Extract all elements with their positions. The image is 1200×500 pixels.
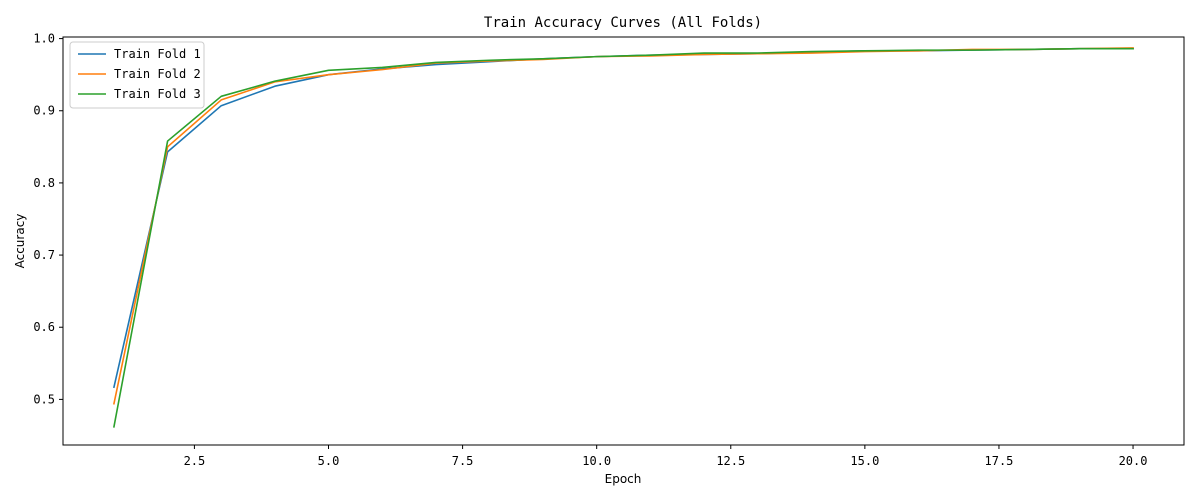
y-tick-label: 1.0 (33, 32, 55, 46)
x-tick-label: 5.0 (318, 454, 340, 468)
x-tick-label: 17.5 (985, 454, 1014, 468)
plot-frame (62, 36, 1185, 446)
x-axis-label: Epoch (605, 472, 642, 486)
y-tick-label: 0.8 (33, 176, 55, 190)
x-axis: 2.5 5.0 7.5 10.0 12.5 15.0 17.5 20.0 (184, 445, 1148, 468)
y-axis: 0.5 0.6 0.7 0.8 0.9 1.0 (33, 32, 63, 406)
x-tick-label: 20.0 (1119, 454, 1148, 468)
x-tick-label: 10.0 (582, 454, 611, 468)
x-tick-label: 7.5 (452, 454, 474, 468)
series-line-train-fold-2 (113, 47, 1134, 405)
series-line-train-fold-3 (113, 47, 1134, 428)
y-tick-label: 0.7 (33, 248, 55, 262)
chart-title: Train Accuracy Curves (All Folds) (484, 15, 762, 31)
y-axis-label: Accuracy (13, 214, 27, 269)
plot-area (112, 47, 1134, 428)
y-tick-label: 0.6 (33, 320, 55, 334)
legend-label: Train Fold 2 (114, 67, 201, 81)
series-line-train-fold-1 (112, 47, 1134, 389)
x-tick-label: 15.0 (850, 454, 879, 468)
legend-label: Train Fold 1 (114, 47, 201, 61)
x-tick-label: 12.5 (716, 454, 745, 468)
legend: Train Fold 1 Train Fold 2 Train Fold 3 (69, 41, 205, 109)
legend-box (69, 41, 205, 109)
y-tick-label: 0.9 (33, 104, 55, 118)
legend-label: Train Fold 3 (114, 87, 201, 101)
y-tick-label: 0.5 (33, 392, 55, 406)
x-tick-label: 2.5 (184, 454, 206, 468)
